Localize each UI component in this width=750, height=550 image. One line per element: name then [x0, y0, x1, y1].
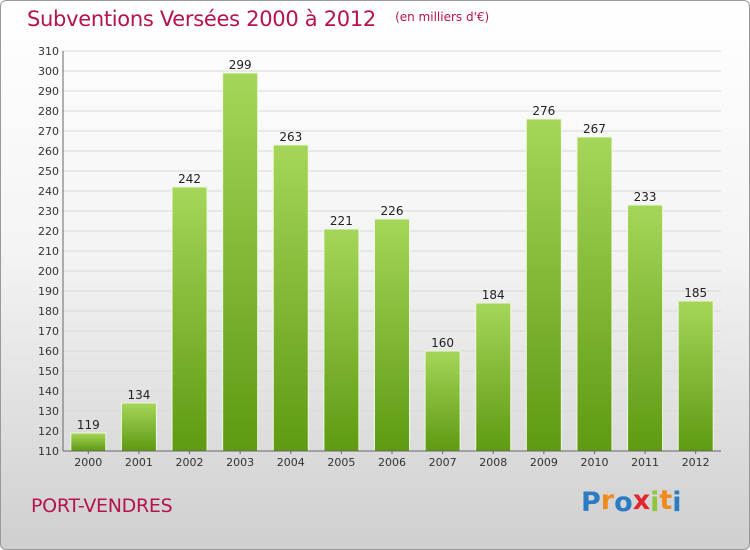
y-tick-label: 310	[38, 45, 59, 58]
y-tick-label: 110	[38, 445, 59, 458]
y-tick-label: 140	[38, 385, 59, 398]
logo-letter: P	[581, 487, 601, 518]
commune-name: PORT-VENDRES	[31, 495, 173, 517]
x-tick-label: 2007	[429, 456, 457, 469]
x-tick-label: 2006	[378, 456, 406, 469]
y-tick-label: 200	[38, 265, 59, 278]
data-labels: 119 134 242 299 263 221 226 160 184 276 267 233 185	[77, 58, 707, 432]
x-tick-label: 2004	[277, 456, 305, 469]
y-tick-label: 130	[38, 405, 59, 418]
y-tick-label: 120	[38, 425, 59, 438]
chart-subtitle: (en milliers d'€)	[395, 10, 490, 24]
bar	[222, 72, 259, 452]
x-tick-label: 2003	[226, 456, 254, 469]
chart-title: Subventions Versées 2000 à 2012	[27, 7, 376, 31]
data-label: 267	[583, 122, 606, 136]
title-row: Subventions Versées 2000 à 2012 (en mill…	[27, 7, 489, 31]
x-tick-label: 2010	[580, 456, 608, 469]
logo-letter: r	[600, 485, 615, 516]
y-tick-label: 150	[38, 365, 59, 378]
bar	[272, 144, 309, 452]
x-tick-label: 2002	[176, 456, 204, 469]
bar	[120, 402, 157, 452]
bar	[525, 118, 562, 452]
data-label: 221	[330, 214, 353, 228]
logo-letter: i	[650, 487, 660, 518]
y-tick-label: 220	[38, 225, 59, 238]
bars	[70, 72, 714, 452]
y-tick-label: 230	[38, 205, 59, 218]
y-tick-label: 190	[38, 285, 59, 298]
bar	[627, 204, 664, 452]
bar	[70, 432, 107, 452]
y-tick-label: 300	[38, 65, 59, 78]
y-tick-labels: 110 120 130 140 150 160 170 180 190 200 210 220 230 2…	[38, 45, 59, 458]
y-tick-label: 160	[38, 345, 59, 358]
bar	[323, 228, 360, 452]
logo-letter: o	[614, 487, 633, 518]
data-label: 233	[634, 190, 657, 204]
logo-letter: x	[632, 485, 651, 516]
axes	[62, 51, 721, 452]
data-label: 276	[532, 104, 555, 118]
bar	[576, 136, 613, 452]
x-tick-label: 2005	[327, 456, 355, 469]
y-tick-label: 180	[38, 305, 59, 318]
bar	[677, 300, 714, 452]
proxiti-logo: Proxiti	[581, 485, 682, 518]
y-tick-label: 260	[38, 145, 59, 158]
y-tick-label: 270	[38, 125, 59, 138]
y-tick-label: 280	[38, 105, 59, 118]
logo-letter: i	[672, 487, 682, 518]
bar	[424, 350, 461, 452]
bar	[475, 302, 512, 452]
data-label: 119	[77, 418, 100, 432]
x-tick-label: 2009	[530, 456, 558, 469]
x-tick-label: 2008	[479, 456, 507, 469]
data-label: 185	[684, 286, 707, 300]
data-label: 134	[127, 388, 150, 402]
y-tick-label: 170	[38, 325, 59, 338]
data-label: 184	[482, 288, 505, 302]
y-tick-label: 210	[38, 245, 59, 258]
x-tick-label: 2011	[631, 456, 659, 469]
bar	[171, 186, 208, 452]
data-label: 160	[431, 336, 454, 350]
data-label: 226	[381, 204, 404, 218]
bar	[374, 218, 410, 452]
x-tick-label: 2001	[125, 456, 153, 469]
data-label: 263	[279, 130, 302, 144]
y-tick-label: 240	[38, 185, 59, 198]
logo-letter: t	[659, 485, 673, 516]
y-tick-label: 250	[38, 165, 59, 178]
data-label: 242	[178, 172, 201, 186]
data-label: 299	[229, 58, 252, 72]
x-tick-label: 2000	[74, 456, 102, 469]
y-tick-label: 290	[38, 85, 59, 98]
x-tick-labels: 2000 2001 2002 2003 2004 2005 2006 2007 2008 2009…	[74, 451, 710, 469]
x-tick-label: 2012	[682, 456, 710, 469]
